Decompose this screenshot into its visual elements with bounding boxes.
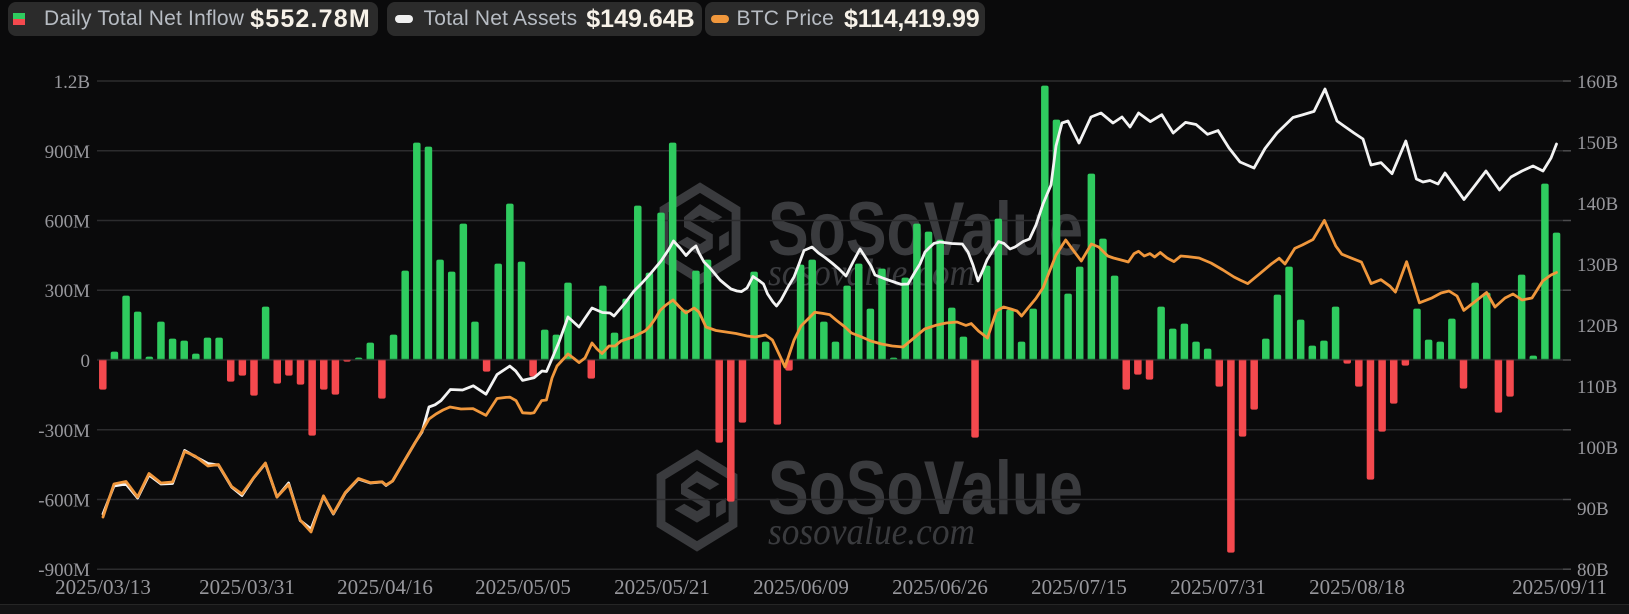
svg-text:2025/04/16: 2025/04/16 [337, 575, 433, 599]
svg-text:120B: 120B [1577, 316, 1618, 337]
svg-text:2025/06/26: 2025/06/26 [892, 575, 988, 599]
svg-text:2025/06/09: 2025/06/09 [753, 575, 849, 599]
svg-text:-600M: -600M [38, 491, 90, 512]
svg-text:160B: 160B [1577, 72, 1618, 93]
svg-text:90B: 90B [1577, 499, 1609, 520]
svg-text:-900M: -900M [38, 560, 90, 581]
svg-text:110B: 110B [1577, 377, 1617, 398]
svg-text:2025/03/13: 2025/03/13 [55, 575, 151, 599]
svg-text:2025/08/18: 2025/08/18 [1309, 575, 1405, 599]
svg-text:SoSoValue: SoSoValue [768, 446, 1083, 531]
svg-text:2025/03/31: 2025/03/31 [199, 575, 295, 599]
svg-text:80B: 80B [1577, 560, 1609, 581]
svg-text:300M: 300M [45, 281, 91, 302]
svg-text:2025/07/31: 2025/07/31 [1170, 575, 1266, 599]
svg-text:100B: 100B [1577, 438, 1618, 459]
svg-text:1.2B: 1.2B [54, 72, 90, 93]
svg-text:600M: 600M [45, 212, 91, 233]
svg-text:-300M: -300M [38, 421, 90, 442]
svg-text:2025/07/15: 2025/07/15 [1031, 575, 1127, 599]
svg-text:2025/05/05: 2025/05/05 [475, 575, 571, 599]
svg-text:sosovalue.com: sosovalue.com [768, 511, 975, 553]
svg-text:2025/05/21: 2025/05/21 [614, 575, 710, 599]
svg-text:900M: 900M [45, 142, 91, 163]
svg-text:0: 0 [81, 351, 91, 372]
svg-text:130B: 130B [1577, 255, 1618, 276]
svg-text:140B: 140B [1577, 194, 1618, 215]
svg-text:150B: 150B [1577, 133, 1618, 154]
svg-text:2025/09/11: 2025/09/11 [1512, 575, 1607, 599]
